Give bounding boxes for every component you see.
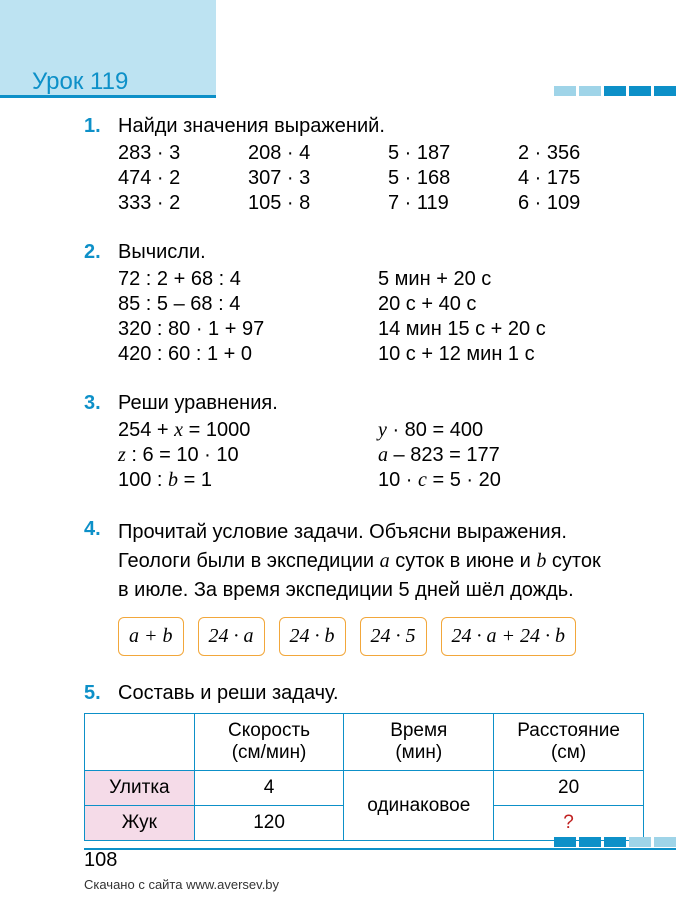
expr: 105 · 8 <box>248 192 388 215</box>
row-name: Жук <box>85 806 195 841</box>
equation: z : 6 = 10 · 10 <box>118 444 378 467</box>
expr: 5 · 187 <box>388 142 518 165</box>
task1-prompt: Найди значения выражений. <box>118 115 670 138</box>
task-number: 4. <box>84 518 101 541</box>
cell-dist: 20 <box>494 771 644 806</box>
task4-line1: Прочитай условие задачи. Объясни выражен… <box>118 518 670 547</box>
task2-grid: 72 : 2 + 68 : 4 5 мин + 20 с 85 : 5 – 68… <box>118 268 670 366</box>
expr: 333 · 2 <box>118 192 248 215</box>
expr-box: 24 · b <box>279 617 346 656</box>
expr: 307 · 3 <box>248 167 388 190</box>
equation: 10 · c = 5 · 20 <box>378 469 638 492</box>
textbook-page: Урок 119 1. Найди значения выражений. 28… <box>0 0 700 912</box>
expr: 4 · 175 <box>518 167 648 190</box>
task3-grid: 254 + x = 1000 y · 80 = 400 z : 6 = 10 ·… <box>118 419 670 492</box>
content-area: 1. Найди значения выражений. 283 · 3 208… <box>84 115 670 849</box>
expr-box: 24 · a <box>198 617 265 656</box>
equation: a – 823 = 177 <box>378 444 638 467</box>
task1-grid: 283 · 3 208 · 4 5 · 187 2 · 356 474 · 2 … <box>118 142 670 215</box>
expr: 5 мин + 20 с <box>378 268 638 291</box>
task-number: 1. <box>84 115 101 138</box>
lesson-title: Урок 119 <box>32 68 128 96</box>
cell-speed: 4 <box>194 771 344 806</box>
task3-prompt: Реши уравнения. <box>118 392 670 415</box>
footer-text: Скачано с сайта www.aversev.by <box>84 877 279 892</box>
expr: 14 мин 15 с + 20 с <box>378 318 638 341</box>
task2-prompt: Вычисли. <box>118 241 670 264</box>
table-header-row: Скорость(см/мин) Время(мин) Расстояние(с… <box>85 714 644 771</box>
table-row: Улитка 4 одинаковое 20 <box>85 771 644 806</box>
expr: 5 · 168 <box>388 167 518 190</box>
expr: 72 : 2 + 68 : 4 <box>118 268 378 291</box>
expr: 420 : 60 : 1 + 0 <box>118 343 378 366</box>
task-number: 3. <box>84 392 101 415</box>
equation: y · 80 = 400 <box>378 419 638 442</box>
task-4: 4. Прочитай условие задачи. Объясни выра… <box>84 518 670 656</box>
expr: 10 с + 12 мин 1 с <box>378 343 638 366</box>
task4-line3: в июле. За время экспедиции 5 дней шёл д… <box>118 576 670 605</box>
expr: 85 : 5 – 68 : 4 <box>118 293 378 316</box>
expression-boxes: a + b 24 · a 24 · b 24 · 5 24 · a + 24 ·… <box>118 617 670 656</box>
table-header: Скорость(см/мин) <box>194 714 344 771</box>
cell-time: одинаковое <box>344 771 494 841</box>
expr: 208 · 4 <box>248 142 388 165</box>
expr: 7 · 119 <box>388 192 518 215</box>
expr-box: a + b <box>118 617 184 656</box>
expr: 283 · 3 <box>118 142 248 165</box>
task-3: 3. Реши уравнения. 254 + x = 1000 y · 80… <box>84 392 670 492</box>
expr: 320 : 80 · 1 + 97 <box>118 318 378 341</box>
equation: 100 : b = 1 <box>118 469 378 492</box>
equation: 254 + x = 1000 <box>118 419 378 442</box>
expr: 2 · 356 <box>518 142 648 165</box>
expr: 474 · 2 <box>118 167 248 190</box>
table-corner <box>85 714 195 771</box>
row-name: Улитка <box>85 771 195 806</box>
cell-speed: 120 <box>194 806 344 841</box>
task5-table: Скорость(см/мин) Время(мин) Расстояние(с… <box>84 713 644 841</box>
task-5: 5. Составь и реши задачу. Скорость(см/ми… <box>84 682 670 841</box>
table-header: Время(мин) <box>344 714 494 771</box>
task-2: 2. Вычисли. 72 : 2 + 68 : 4 5 мин + 20 с… <box>84 241 670 366</box>
expr: 6 · 109 <box>518 192 648 215</box>
cell-dist: ? <box>494 806 644 841</box>
task-number: 2. <box>84 241 101 264</box>
page-number: 108 <box>84 849 117 872</box>
expr-box: 24 · 5 <box>360 617 427 656</box>
task5-prompt: Составь и реши задачу. <box>118 682 670 705</box>
table-header: Расстояние(см) <box>494 714 644 771</box>
expr-box: 24 · a + 24 · b <box>441 617 577 656</box>
task4-line2: Геологи были в экспедиции a суток в июне… <box>118 547 670 576</box>
header-stripe <box>554 86 676 96</box>
task-1: 1. Найди значения выражений. 283 · 3 208… <box>84 115 670 215</box>
footer-rule <box>84 848 676 850</box>
task-number: 5. <box>84 682 101 705</box>
footer-stripe <box>554 837 676 847</box>
expr: 20 с + 40 с <box>378 293 638 316</box>
